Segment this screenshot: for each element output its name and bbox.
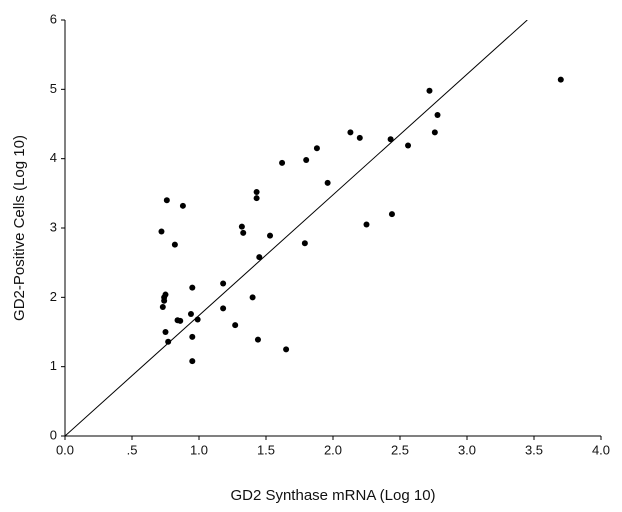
point — [171, 241, 178, 248]
point — [254, 336, 261, 343]
point — [194, 316, 201, 323]
point — [220, 305, 227, 312]
point — [313, 145, 320, 152]
x-tick-label: 2.0 — [324, 442, 342, 457]
x-tick-label: .5 — [127, 442, 138, 457]
point — [177, 317, 184, 324]
point — [158, 228, 165, 235]
y-axis-title: GD2-Positive Cells (Log 10) — [11, 135, 28, 321]
point — [162, 291, 169, 298]
point — [162, 329, 169, 335]
point — [253, 188, 260, 195]
point — [303, 157, 310, 164]
y-tick-label: 0 — [50, 427, 57, 442]
x-axis-title: GD2 Synthase mRNA (Log 10) — [230, 487, 435, 504]
point — [189, 358, 196, 365]
point — [232, 322, 239, 329]
point — [256, 254, 263, 261]
point — [267, 232, 274, 239]
y-tick-label: 6 — [50, 11, 57, 26]
point — [189, 333, 196, 340]
point — [431, 129, 438, 136]
x-tick-label: 2.5 — [391, 442, 409, 457]
point — [301, 240, 308, 247]
y-tick-label: 1 — [50, 358, 57, 373]
x-tick-label: 4.0 — [592, 442, 610, 457]
point — [238, 223, 245, 230]
point — [179, 202, 186, 209]
point — [387, 136, 394, 143]
point — [159, 304, 166, 311]
point — [324, 179, 331, 186]
x-tick-label: 3.0 — [458, 442, 476, 457]
point — [363, 221, 370, 228]
point — [249, 294, 256, 301]
point — [165, 338, 172, 345]
point — [405, 142, 412, 149]
point — [356, 134, 363, 141]
point — [426, 87, 433, 94]
x-tick-label: 1.0 — [190, 442, 208, 457]
point — [557, 76, 564, 83]
y-tick-label: 3 — [50, 219, 57, 234]
point — [347, 129, 354, 136]
point — [187, 310, 194, 317]
point — [253, 195, 260, 202]
fit-line — [65, 20, 528, 436]
point — [163, 197, 170, 204]
y-tick-label: 5 — [50, 81, 57, 96]
point — [434, 111, 441, 118]
point — [283, 346, 290, 353]
point — [240, 229, 247, 236]
x-tick-label: 1.5 — [257, 442, 275, 457]
x-tick-label: 3.5 — [525, 442, 543, 457]
point — [189, 284, 196, 291]
point — [220, 280, 227, 287]
x-tick-label: 0.0 — [56, 442, 74, 457]
y-tick-label: 4 — [50, 150, 57, 165]
y-tick-label: 2 — [50, 289, 57, 304]
point — [388, 211, 395, 218]
point — [279, 159, 286, 166]
